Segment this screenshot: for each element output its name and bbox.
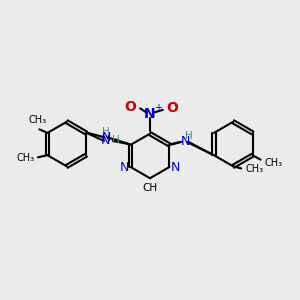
Text: O: O [125, 100, 136, 114]
Text: CH: CH [142, 183, 158, 193]
Text: N: N [144, 107, 156, 121]
Text: CH₃: CH₃ [264, 158, 283, 168]
Text: -: - [173, 99, 177, 112]
Text: H: H [185, 131, 193, 142]
Text: O: O [166, 101, 178, 116]
Text: N: N [120, 160, 129, 174]
Text: N: N [181, 135, 190, 148]
Text: CH₃: CH₃ [245, 164, 263, 174]
Text: H: H [112, 135, 120, 145]
Text: N: N [101, 134, 110, 147]
Text: H: H [102, 127, 110, 137]
Text: CH₃: CH₃ [28, 116, 46, 125]
Text: CH₃: CH₃ [17, 153, 35, 163]
Text: N: N [171, 160, 180, 174]
Text: +: + [154, 103, 162, 113]
Text: N: N [101, 131, 111, 144]
